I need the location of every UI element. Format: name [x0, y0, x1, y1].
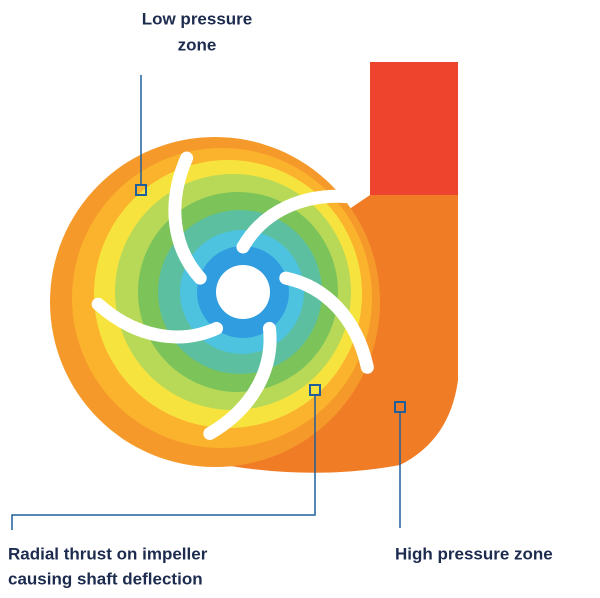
callouts	[11, 75, 406, 530]
label: High pressure zone	[395, 544, 553, 563]
hub	[216, 265, 270, 319]
label: causing shaft deflection	[8, 569, 203, 588]
impeller-vanes	[91, 151, 374, 441]
outlet	[370, 62, 458, 202]
label: Radial thrust on impeller	[8, 544, 208, 563]
label: Low pressure	[142, 9, 253, 28]
label: zone	[178, 35, 217, 54]
